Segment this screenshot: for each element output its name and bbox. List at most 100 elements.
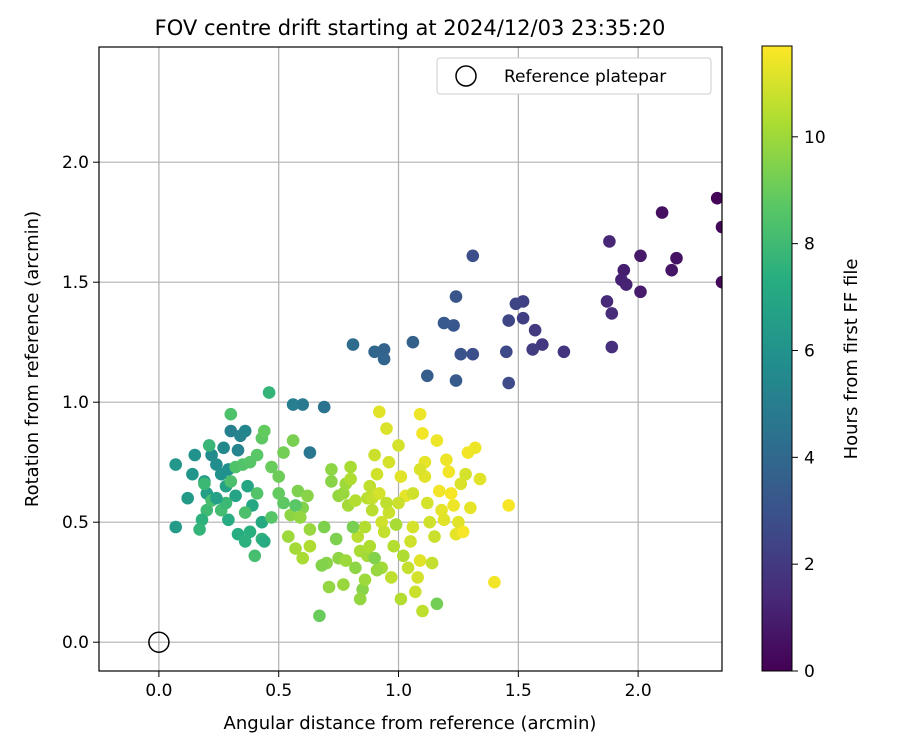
scatter-point: [238, 535, 252, 548]
scatter-point: [413, 463, 427, 476]
scatter-point: [241, 479, 254, 493]
scatter-point: [181, 491, 194, 505]
scatter-point: [169, 520, 182, 534]
scatter-point: [224, 424, 238, 438]
chart-title: FOV centre drift starting at 2024/12/03 …: [155, 16, 666, 40]
scatter-point: [349, 494, 362, 507]
legend-box: [436, 57, 712, 95]
scatter-point: [255, 515, 269, 529]
scatter-point: [317, 520, 331, 534]
scatter-point: [655, 206, 669, 219]
scatter-point: [389, 518, 403, 531]
y-tick-label: 1.5: [62, 273, 89, 293]
scatter-point: [272, 487, 286, 500]
scatter-point: [466, 249, 480, 263]
scatter-point: [262, 386, 276, 399]
scatter-point: [303, 539, 317, 553]
colorbar-tick-label: 6: [804, 341, 815, 361]
scatter-point: [416, 427, 429, 440]
scatter-point: [411, 571, 425, 584]
scatter-point: [430, 434, 444, 447]
scatter-point: [315, 559, 329, 572]
scatter-point: [413, 407, 427, 421]
scatter-point: [433, 484, 446, 498]
scatter-point: [313, 609, 326, 623]
scatter-point: [603, 235, 616, 248]
scatter-point: [375, 515, 389, 529]
scatter-point: [210, 491, 223, 505]
scatter-point: [284, 508, 298, 522]
scatter-point: [442, 465, 456, 479]
scatter-point: [435, 503, 448, 517]
colorbar-label: Hours from first FF file: [841, 259, 862, 460]
scatter-point: [356, 583, 369, 596]
scatter-point: [456, 525, 470, 539]
scatter-point: [468, 441, 482, 455]
scatter-point: [634, 249, 647, 263]
scatter-point: [169, 458, 182, 471]
scatter-point: [344, 460, 357, 474]
scatter-point: [202, 439, 216, 452]
scatter-point: [536, 338, 549, 351]
scatter-point: [444, 487, 458, 500]
scatter-point: [329, 532, 343, 546]
scatter-point: [250, 487, 264, 500]
x-tick-label: 0.5: [265, 681, 292, 701]
scatter-point: [421, 369, 434, 383]
scatter-point: [430, 597, 444, 611]
scatter-point: [377, 525, 391, 539]
scatter-point: [265, 460, 278, 474]
scatter-point: [502, 499, 515, 512]
scatter-point: [409, 585, 422, 599]
scatter-point: [413, 554, 427, 567]
scatter-point: [346, 520, 360, 534]
scatter-point: [440, 453, 453, 467]
scatter-point: [464, 501, 477, 515]
scatter-point: [248, 549, 262, 563]
scatter-point: [454, 477, 468, 491]
x-tick-label: 1.0: [385, 681, 412, 701]
scatter-point: [423, 515, 437, 529]
scatter-point: [406, 335, 420, 349]
scatter-point: [670, 251, 683, 265]
scatter-point: [217, 441, 230, 455]
y-tick-label: 1.0: [62, 393, 89, 413]
scatter-point: [349, 561, 362, 575]
scatter-point: [325, 463, 338, 476]
scatter-point: [516, 311, 530, 325]
scatter-point: [404, 535, 417, 548]
scatter-point: [382, 455, 396, 469]
colorbar-tick-label: 8: [804, 235, 815, 255]
scatter-point: [473, 472, 487, 486]
scatter-point: [416, 604, 429, 618]
scatter-point: [222, 513, 235, 527]
scatter-point: [265, 511, 278, 524]
scatter-point: [437, 316, 451, 330]
scatter-point: [401, 561, 415, 575]
scatter-point: [210, 458, 223, 471]
scatter-point: [387, 539, 401, 553]
scatter-point: [373, 487, 386, 500]
scatter-point: [397, 549, 410, 563]
scatter-point: [250, 448, 264, 462]
scatter-point: [377, 343, 391, 356]
scatter-point: [282, 530, 295, 543]
x-tick-label: 2.0: [625, 681, 652, 701]
scatter-point: [368, 551, 381, 565]
scatter-point: [258, 535, 271, 548]
scatter-point: [224, 475, 238, 488]
x-axis: 0.0 0.5 1.0 1.5 2.0: [145, 671, 652, 701]
scatter-point: [600, 295, 614, 308]
scatter-point: [365, 503, 379, 517]
reference-point: [148, 631, 170, 653]
colorbar-gradient: [761, 45, 793, 672]
colorbar-ticks: 0 2 4 6 8 10: [792, 128, 826, 682]
scatter-point: [337, 487, 350, 500]
scatter-point: [358, 520, 372, 534]
scatter-point: [715, 275, 722, 289]
scatter-point: [346, 338, 360, 351]
scatter-point: [605, 307, 619, 320]
x-axis-label: Angular distance from reference (arcmin): [224, 713, 597, 734]
